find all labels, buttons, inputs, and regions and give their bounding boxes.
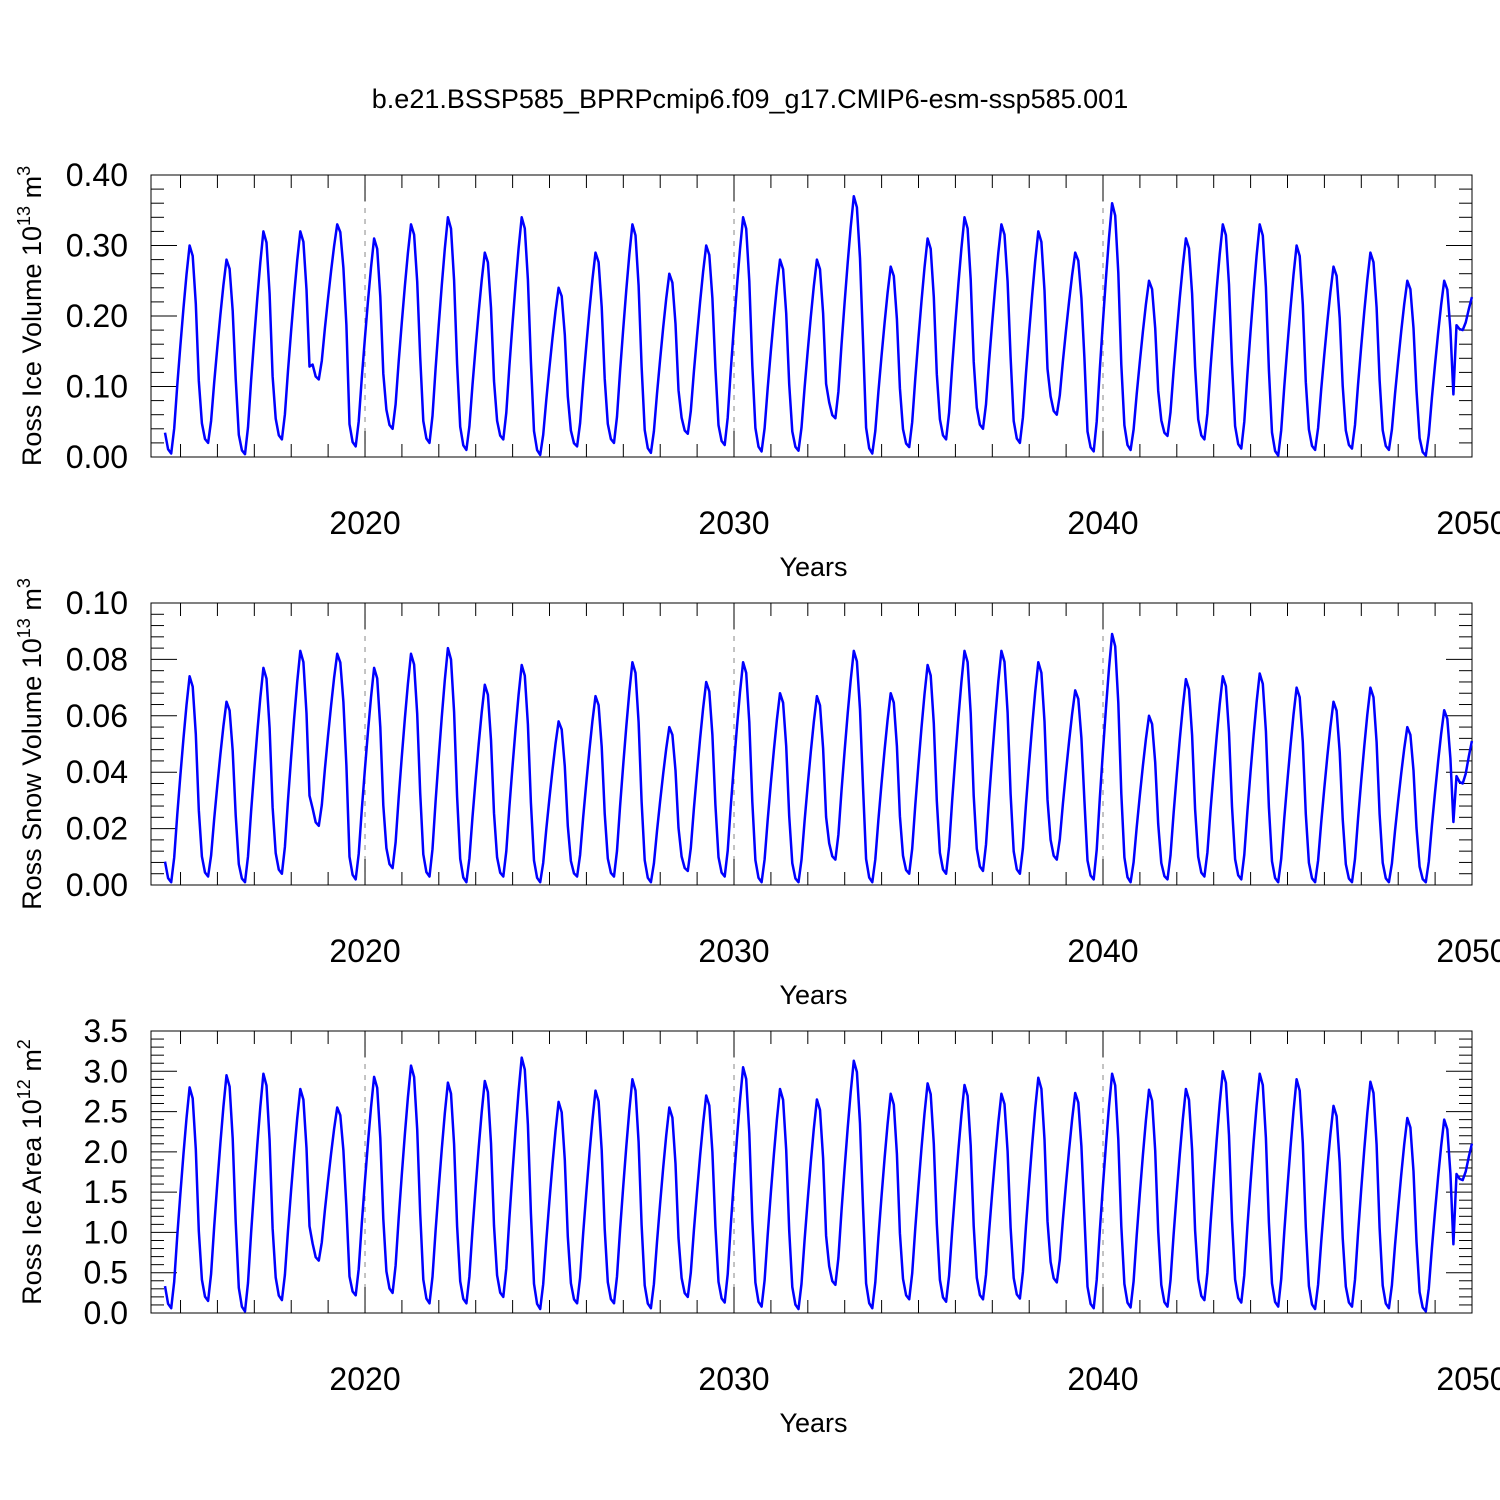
y-tick-label: 1.0 <box>84 1214 128 1250</box>
y-tick-label: 0.04 <box>66 754 128 790</box>
y-tick-label: 0.10 <box>66 369 128 405</box>
series-line <box>163 632 1474 884</box>
x-axis-title: Years <box>779 980 847 1010</box>
y-tick-label: 0.00 <box>66 439 128 475</box>
x-tick-label: 2050 <box>1436 1361 1500 1397</box>
y-tick-label: 0.5 <box>84 1255 128 1291</box>
y-tick-label: 0.0 <box>84 1295 128 1331</box>
x-tick-label: 2040 <box>1067 1361 1138 1397</box>
x-tick-label: 2050 <box>1436 505 1500 541</box>
y-axis-title: Ross Ice Volume 1013 m3 <box>14 166 47 466</box>
series-line <box>163 1056 1474 1313</box>
y-tick-label: 3.5 <box>84 1013 128 1049</box>
plot-panel-1: 0.00 0.10 0.20 0.30 0.40 2020 2030 2040 2050 Year… <box>14 157 1500 582</box>
x-axis-title: Years <box>779 1408 847 1438</box>
x-tick-label: 2020 <box>329 933 400 969</box>
y-axis-title: Ross Ice Area 1012 m2 <box>14 1039 47 1305</box>
x-tick-label: 2040 <box>1067 933 1138 969</box>
y-tick-label: 2.0 <box>84 1134 128 1170</box>
y-tick-label: 0.06 <box>66 698 128 734</box>
x-tick-label: 2050 <box>1436 933 1500 969</box>
y-tick-label: 0.40 <box>66 157 128 193</box>
plot-frame <box>150 1030 1473 1314</box>
y-tick-label: 3.0 <box>84 1053 128 1089</box>
series-line <box>163 194 1474 457</box>
x-tick-label: 2020 <box>329 505 400 541</box>
y-tick-label: 0.00 <box>66 867 128 903</box>
plot-panel-2: 0.00 0.02 0.04 0.06 0.08 0.10 2020 2030 2040 2050… <box>14 578 1500 1010</box>
x-tick-label: 2020 <box>329 1361 400 1397</box>
y-tick-label: 0.02 <box>66 811 128 847</box>
y-axis-title: Ross Snow Volume 1013 m3 <box>14 578 47 910</box>
y-tick-label: 0.30 <box>66 228 128 264</box>
plot-panel-3: 0.0 0.5 1.0 1.5 2.0 2.5 3.0 3.5 2020 2030 2040 2050… <box>14 1013 1500 1438</box>
y-tick-label: 2.5 <box>84 1094 128 1130</box>
x-axis-title: Years <box>779 552 847 582</box>
x-tick-label: 2040 <box>1067 505 1138 541</box>
y-tick-label: 0.10 <box>66 585 128 621</box>
x-tick-label: 2030 <box>698 933 769 969</box>
x-tick-label: 2030 <box>698 505 769 541</box>
y-tick-label: 0.20 <box>66 298 128 334</box>
x-tick-label: 2030 <box>698 1361 769 1397</box>
y-tick-label: 1.5 <box>84 1174 128 1210</box>
page-title: b.e21.BSSP585_BPRPcmip6.f09_g17.CMIP6-es… <box>371 84 1129 114</box>
y-tick-label: 0.08 <box>66 641 128 677</box>
